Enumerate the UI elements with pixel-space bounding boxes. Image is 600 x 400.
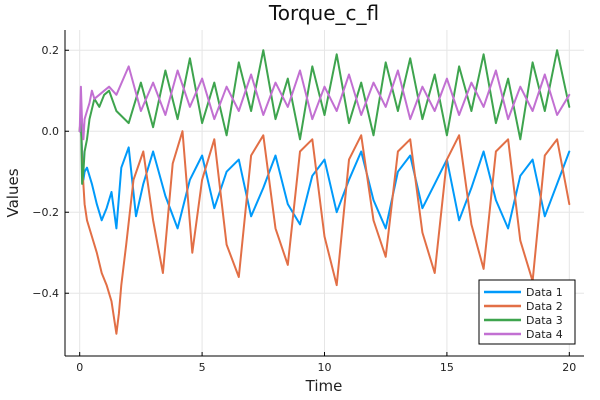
series-group <box>78 49 571 335</box>
legend-label-data-1: Data 1 <box>526 286 563 299</box>
y-tick-label: −0.4 <box>32 287 59 300</box>
x-tick-label: 0 <box>76 361 83 374</box>
chart-title: Torque_c_fl <box>268 1 379 25</box>
axes <box>64 30 584 357</box>
series-line-data-3 <box>78 49 571 185</box>
x-tick-label: 10 <box>318 361 332 374</box>
y-tick-label: 0.0 <box>42 125 60 138</box>
x-tick-label: 15 <box>440 361 454 374</box>
x-tick-label: 20 <box>562 361 576 374</box>
legend-label-data-3: Data 3 <box>526 314 563 327</box>
y-axis-title: Values <box>4 168 22 217</box>
x-tick-labels: 0 5 10 15 20 <box>76 361 576 374</box>
x-tick-label: 5 <box>199 361 206 374</box>
series-line-data-2 <box>78 110 571 335</box>
series-line-data-4 <box>78 65 571 141</box>
y-tick-label: 0.2 <box>42 44 60 57</box>
legend-label-data-4: Data 4 <box>526 328 563 341</box>
y-tick-label: −0.2 <box>32 206 59 219</box>
legend-label-data-2: Data 2 <box>526 300 563 313</box>
x-axis-title: Time <box>305 377 343 395</box>
y-tick-labels: −0.4 −0.2 0.0 0.2 <box>32 44 59 300</box>
